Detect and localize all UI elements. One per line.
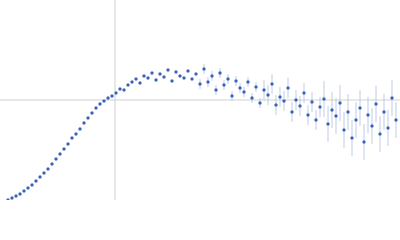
data-point: [350, 136, 354, 140]
data-point: [82, 121, 86, 125]
data-point: [90, 111, 94, 115]
data-point: [246, 80, 250, 84]
data-point: [122, 88, 126, 92]
data-point: [174, 70, 178, 74]
data-point: [390, 96, 394, 100]
data-point: [282, 99, 286, 103]
data-point: [114, 91, 118, 95]
data-point: [366, 113, 370, 117]
data-point: [62, 147, 66, 151]
data-point: [178, 74, 182, 78]
data-point: [274, 103, 278, 107]
data-point: [310, 100, 314, 104]
data-point: [306, 113, 310, 117]
data-point: [226, 77, 230, 81]
data-point: [214, 88, 218, 92]
chart: [0, 0, 400, 200]
data-point: [294, 98, 298, 102]
data-point: [198, 82, 202, 86]
data-point: [22, 189, 26, 193]
data-point: [30, 183, 34, 187]
data-point: [6, 198, 10, 200]
data-point: [150, 71, 154, 75]
data-point: [222, 83, 226, 87]
data-point: [326, 122, 330, 126]
data-point: [258, 101, 262, 105]
data-point: [298, 104, 302, 108]
data-point: [286, 86, 290, 90]
data-point: [158, 72, 162, 76]
data-point: [194, 72, 198, 76]
data-point: [378, 132, 382, 136]
data-point: [98, 102, 102, 106]
data-point: [138, 81, 142, 85]
data-point: [54, 157, 58, 161]
data-point: [74, 132, 78, 136]
data-point: [118, 87, 122, 91]
data-point: [18, 192, 22, 196]
data-point: [126, 83, 130, 87]
data-point: [10, 196, 14, 200]
data-point: [142, 74, 146, 78]
data-point: [238, 86, 242, 90]
data-point: [262, 88, 266, 92]
data-point: [162, 75, 166, 79]
data-point: [110, 94, 114, 98]
data-point: [130, 80, 134, 84]
data-point: [254, 85, 258, 89]
data-point: [134, 77, 138, 81]
data-point: [202, 67, 206, 71]
data-point: [50, 162, 54, 166]
data-point: [322, 97, 326, 101]
data-point: [230, 94, 234, 98]
data-point: [170, 79, 174, 83]
data-point: [314, 118, 318, 122]
data-point: [234, 79, 238, 83]
data-point: [210, 74, 214, 78]
data-point: [14, 194, 18, 198]
data-point: [370, 124, 374, 128]
data-point: [270, 82, 274, 86]
data-point: [154, 78, 158, 82]
data-point: [42, 171, 46, 175]
data-point: [102, 99, 106, 103]
data-point: [38, 175, 42, 179]
data-point: [94, 106, 98, 110]
data-point: [206, 80, 210, 84]
data-point: [382, 110, 386, 114]
data-point: [186, 69, 190, 73]
data-point: [46, 167, 50, 171]
data-point: [266, 93, 270, 97]
data-point: [218, 71, 222, 75]
data-point: [334, 114, 338, 118]
data-point: [362, 140, 366, 144]
data-point: [190, 77, 194, 81]
data-point: [386, 126, 390, 130]
data-point: [146, 76, 150, 80]
data-point: [318, 105, 322, 109]
data-point: [354, 118, 358, 122]
data-point: [106, 96, 110, 100]
data-point: [278, 95, 282, 99]
data-point: [302, 91, 306, 95]
data-point: [242, 90, 246, 94]
data-point: [290, 110, 294, 114]
data-point: [338, 101, 342, 105]
data-point: [342, 128, 346, 132]
data-point: [250, 96, 254, 100]
data-point: [58, 152, 62, 156]
data-point: [34, 179, 38, 183]
data-point: [358, 106, 362, 110]
data-point: [26, 186, 30, 190]
data-point: [394, 118, 398, 122]
data-point: [66, 142, 70, 146]
data-point: [166, 68, 170, 72]
data-point: [374, 102, 378, 106]
data-point: [346, 110, 350, 114]
data-point: [86, 116, 90, 120]
data-point: [330, 108, 334, 112]
data-point: [70, 136, 74, 140]
data-point: [78, 127, 82, 131]
data-point: [182, 76, 186, 80]
